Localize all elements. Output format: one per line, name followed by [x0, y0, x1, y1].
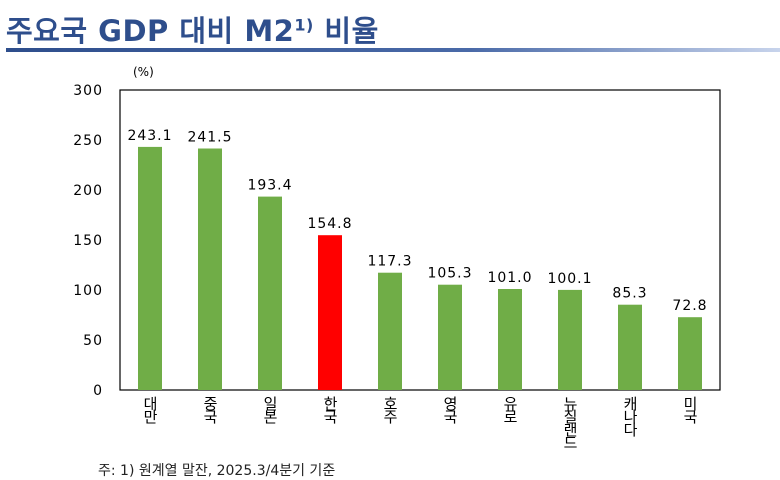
y-tick-label: 300: [73, 83, 103, 99]
footnote: 주: 1) 원계열 말잔, 2025.3/4분기 기준: [98, 463, 336, 479]
plot-frame: [119, 89, 721, 391]
y-tick-label: 150: [73, 233, 103, 249]
data-label: 243.1: [127, 128, 172, 144]
bar: [498, 289, 522, 390]
bar: [438, 284, 462, 390]
y-axis-unit: (%): [133, 65, 154, 79]
bar: [318, 235, 342, 390]
data-label: 72.8: [672, 298, 707, 314]
x-tick-label: 뉴질랜드: [561, 396, 579, 448]
bar: [378, 272, 402, 390]
data-label: 105.3: [427, 266, 472, 282]
y-tick-label: 250: [73, 133, 103, 149]
bar: [678, 317, 702, 390]
bar: [558, 289, 582, 390]
data-label: 85.3: [612, 286, 647, 302]
x-tick-label: 중국: [201, 396, 219, 422]
data-label: 117.3: [367, 254, 412, 270]
bar: [198, 148, 222, 390]
x-tick-label: 대만: [141, 396, 159, 422]
x-tick-label: 호주: [381, 396, 399, 422]
data-label: 100.1: [547, 271, 592, 287]
x-tick-label: 캐나다: [621, 396, 639, 435]
data-label: 101.0: [487, 270, 532, 286]
x-tick-label: 영국: [441, 396, 459, 422]
bar: [258, 196, 282, 390]
y-tick-label: 200: [73, 183, 103, 199]
x-tick-label: 한국: [321, 396, 339, 422]
x-tick-label: 유로: [501, 396, 519, 422]
data-label: 154.8: [307, 216, 352, 232]
bar: [138, 146, 162, 390]
data-label: 241.5: [187, 130, 232, 146]
x-tick-label: 미국: [681, 396, 699, 422]
y-tick-label: 0: [93, 383, 103, 399]
data-label: 193.4: [247, 178, 292, 194]
y-tick-label: 50: [83, 333, 103, 349]
page-title: 주요국 GDP 대비 M21) 비율: [6, 14, 379, 48]
y-tick-label: 100: [73, 283, 103, 299]
bar: [618, 304, 642, 390]
title-underline: [6, 48, 780, 52]
x-tick-label: 일본: [261, 396, 279, 422]
